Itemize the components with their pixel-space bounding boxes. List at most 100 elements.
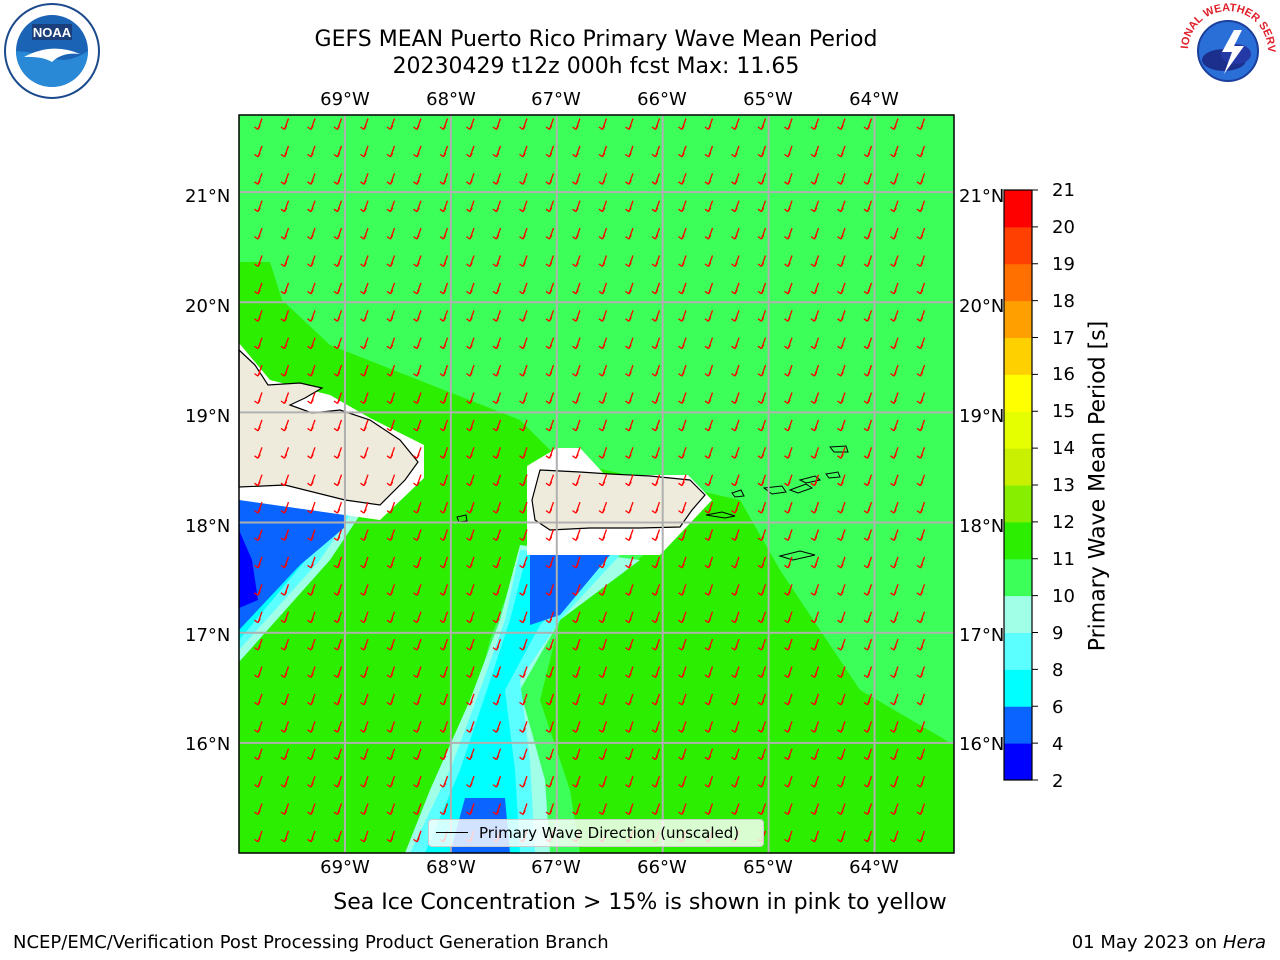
- wave-direction-arrow: [837, 118, 846, 131]
- wave-direction-arrow: [545, 255, 555, 268]
- wave-direction-arrow: [333, 830, 343, 843]
- wave-direction-arrow: [545, 227, 555, 240]
- wave-direction-arrow: [916, 447, 926, 459]
- wave-direction-arrow: [386, 173, 396, 185]
- wave-direction-arrow: [625, 364, 634, 377]
- culebra: [731, 489, 745, 498]
- wave-direction-arrow: [757, 474, 767, 487]
- wave-direction-arrow: [810, 255, 820, 268]
- wave-direction-arrow: [280, 227, 290, 240]
- wave-direction-arrow: [572, 392, 581, 405]
- wave-direction-arrow: [545, 474, 555, 487]
- wave-direction-arrow: [333, 693, 343, 706]
- lat-label-left-21n: 21°N: [185, 186, 231, 207]
- map-frame: [238, 114, 955, 854]
- wave-direction-arrow: [413, 584, 422, 596]
- wave-direction-arrow: [254, 227, 263, 240]
- wave-direction-arrow: [439, 419, 449, 432]
- wave-direction-arrow: [757, 748, 767, 761]
- wave-direction-arrow: [254, 200, 263, 213]
- wave-direction-arrow: [519, 337, 528, 350]
- wave-direction-arrow: [863, 748, 873, 761]
- wave-direction-arrow: [810, 721, 820, 733]
- wave-direction-arrow: [757, 584, 767, 596]
- wave-direction-arrow: [651, 118, 661, 131]
- wave-direction-arrow: [492, 501, 502, 514]
- wave-direction-arrow: [545, 118, 555, 131]
- wave-direction-arrow: [439, 611, 449, 624]
- wave-direction-arrow: [916, 638, 926, 651]
- wave-direction-arrow: [731, 611, 740, 624]
- wave-direction-arrow: [333, 118, 343, 131]
- wave-direction-arrow: [492, 200, 502, 213]
- wave-direction-arrow: [837, 584, 846, 596]
- wave-direction-arrow: [466, 118, 475, 131]
- wave-direction-arrow: [360, 611, 369, 624]
- wave-direction-arrow: [307, 364, 316, 377]
- colorbar-tick-18: 18: [1052, 291, 1075, 312]
- wave-direction-arrow: [890, 364, 899, 377]
- wave-direction-arrow: [386, 227, 396, 240]
- wave-direction-arrow: [466, 638, 475, 651]
- wave-direction-arrow: [890, 118, 899, 131]
- wave-direction-arrow: [466, 227, 475, 240]
- wave-direction-arrow: [280, 803, 290, 816]
- lon-label-bottom-64w: 64°W: [849, 857, 899, 878]
- wave-direction-arrow: [519, 255, 528, 268]
- colorbar-segment: [1004, 706, 1032, 744]
- wave-direction-arrow: [916, 748, 926, 761]
- wave-direction-arrow: [307, 666, 316, 679]
- wave-direction-arrow: [731, 392, 740, 405]
- wave-direction-arrow: [704, 584, 714, 596]
- wave-direction-arrow: [625, 775, 634, 788]
- wave-direction-arrow: [625, 419, 634, 432]
- lon-label-top-65w: 65°W: [743, 89, 793, 110]
- wave-direction-arrow: [439, 666, 449, 679]
- wave-direction-arrow: [757, 337, 767, 350]
- wave-direction-arrow: [757, 611, 767, 624]
- wave-direction-arrow: [492, 529, 502, 542]
- colorbar-tick-21: 21: [1052, 180, 1075, 201]
- wave-direction-arrow: [492, 310, 502, 322]
- wave-direction-arrow: [784, 830, 793, 843]
- wave-direction-arrow: [837, 693, 846, 706]
- wave-direction-arrow: [890, 748, 899, 761]
- wave-direction-arrow: [704, 447, 714, 459]
- chart-title: GEFS MEAN Puerto Rico Primary Wave Mean …: [314, 27, 878, 52]
- wave-direction-arrow: [731, 310, 740, 322]
- wave-direction-arrow: [280, 721, 290, 733]
- wave-direction-arrow: [280, 447, 290, 459]
- lat-label-right-17n: 17°N: [959, 625, 1005, 646]
- lat-label-right-21n: 21°N: [959, 186, 1005, 207]
- wave-direction-arrow: [360, 830, 369, 843]
- wave-direction-arrow: [916, 666, 926, 679]
- wave-direction-arrow: [731, 173, 740, 185]
- wave-direction-arrow: [254, 775, 263, 788]
- wave-direction-arrow: [439, 556, 449, 569]
- wave-direction-arrow: [863, 364, 873, 377]
- wave-direction-arrow: [519, 200, 528, 213]
- wave-direction-arrow: [333, 145, 343, 158]
- wave-direction-arrow: [360, 173, 369, 185]
- wave-direction-arrow: [863, 392, 873, 405]
- wave-direction-arrow: [651, 310, 661, 322]
- wave-direction-arrow: [572, 200, 581, 213]
- wave-direction-arrow: [333, 775, 343, 788]
- wave-direction-arrow: [784, 255, 793, 268]
- period-contour-10-11: [239, 115, 954, 745]
- wave-direction-arrow: [890, 666, 899, 679]
- wave-direction-arrow: [810, 638, 820, 651]
- wave-direction-arrow: [598, 693, 608, 706]
- wave-direction-arrow: [837, 501, 846, 514]
- wave-direction-arrow: [731, 584, 740, 596]
- wave-direction-arrow: [704, 419, 714, 432]
- wave-direction-arrow: [678, 748, 687, 761]
- colorbar-title: Primary Wave Mean Period [s]: [1085, 320, 1111, 652]
- colorbar-tick-15: 15: [1052, 401, 1075, 422]
- wave-direction-arrow: [466, 556, 475, 569]
- wave-direction-arrow: [598, 282, 608, 295]
- wave-direction-arrow: [333, 474, 343, 487]
- wave-direction-arrow: [413, 310, 422, 322]
- lon-label-top-68w: 68°W: [426, 89, 476, 110]
- wave-direction-arrow: [863, 584, 873, 596]
